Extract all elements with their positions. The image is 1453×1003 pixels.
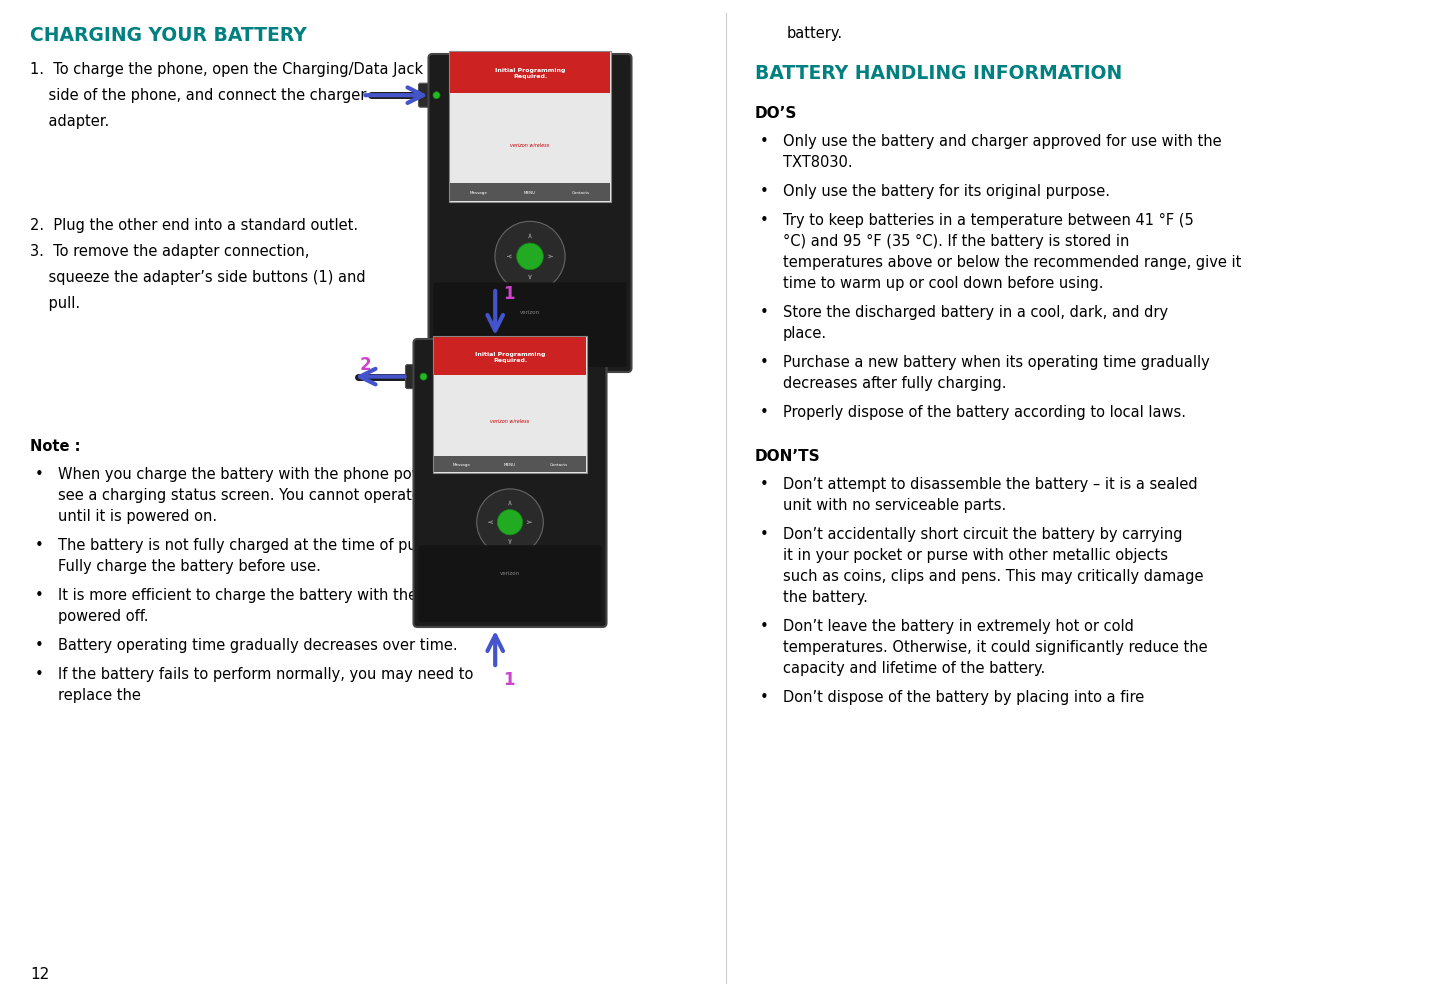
Text: •: •: [760, 213, 769, 228]
Text: time to warm up or cool down before using.: time to warm up or cool down before usin…: [783, 276, 1103, 291]
Text: Try to keep batteries in a temperature between 41 °F (5: Try to keep batteries in a temperature b…: [783, 213, 1194, 228]
Text: battery.: battery.: [788, 26, 843, 41]
Text: •: •: [35, 637, 44, 652]
Text: Don’t attempt to disassemble the battery – it is a sealed: Don’t attempt to disassemble the battery…: [783, 476, 1197, 491]
Text: place.: place.: [783, 326, 827, 341]
Text: 2.  Plug the other end into a standard outlet.: 2. Plug the other end into a standard ou…: [31, 218, 357, 233]
Text: such as coins, clips and pens. This may critically damage: such as coins, clips and pens. This may …: [783, 569, 1203, 584]
Circle shape: [477, 489, 543, 556]
Text: DON’TS: DON’TS: [756, 448, 821, 463]
FancyBboxPatch shape: [449, 52, 610, 203]
Text: •: •: [760, 305, 769, 320]
Text: Don’t dispose of the battery by placing into a fire: Don’t dispose of the battery by placing …: [783, 689, 1145, 704]
Text: 12: 12: [31, 966, 49, 981]
Text: •: •: [760, 133, 769, 148]
Text: Only use the battery and charger approved for use with the: Only use the battery and charger approve…: [783, 133, 1222, 148]
Text: unit with no serviceable parts.: unit with no serviceable parts.: [783, 497, 1007, 513]
Text: verizon: verizon: [500, 570, 520, 575]
Text: see a charging status screen. You cannot operate the phone: see a charging status screen. You cannot…: [58, 487, 500, 503]
FancyBboxPatch shape: [450, 53, 610, 94]
Text: Contacts: Contacts: [549, 462, 568, 466]
Text: Properly dispose of the battery according to local laws.: Properly dispose of the battery accordin…: [783, 404, 1186, 419]
Text: side of the phone, and connect the charger: side of the phone, and connect the charg…: [31, 88, 366, 103]
Text: Only use the battery for its original purpose.: Only use the battery for its original pu…: [783, 184, 1110, 199]
Text: •: •: [760, 689, 769, 704]
Text: It is more efficient to charge the battery with the handset: It is more efficient to charge the batte…: [58, 588, 481, 603]
Text: verizon wireless: verizon wireless: [510, 142, 549, 147]
Circle shape: [495, 222, 565, 292]
FancyBboxPatch shape: [418, 546, 602, 623]
Text: TXT8030.: TXT8030.: [783, 154, 853, 170]
Text: MENU: MENU: [504, 462, 516, 466]
Text: °C) and 95 °F (35 °C). If the battery is stored in: °C) and 95 °F (35 °C). If the battery is…: [783, 234, 1129, 249]
FancyBboxPatch shape: [405, 365, 432, 389]
Text: squeeze the adapter’s side buttons (1) and: squeeze the adapter’s side buttons (1) a…: [31, 270, 366, 285]
Text: •: •: [760, 184, 769, 199]
Text: until it is powered on.: until it is powered on.: [58, 509, 216, 524]
FancyBboxPatch shape: [433, 337, 587, 473]
Text: decreases after fully charging.: decreases after fully charging.: [783, 376, 1007, 390]
Text: Battery operating time gradually decreases over time.: Battery operating time gradually decreas…: [58, 637, 458, 652]
Text: CHARGING YOUR BATTERY: CHARGING YOUR BATTERY: [31, 26, 307, 45]
FancyBboxPatch shape: [429, 55, 632, 373]
Text: 1: 1: [503, 285, 514, 303]
Circle shape: [517, 244, 543, 271]
Text: verizon wireless: verizon wireless: [491, 419, 529, 424]
Text: Note :: Note :: [31, 438, 80, 453]
Text: Purchase a new battery when its operating time gradually: Purchase a new battery when its operatin…: [783, 355, 1210, 370]
Text: •: •: [760, 527, 769, 542]
Text: it in your pocket or purse with other metallic objects: it in your pocket or purse with other me…: [783, 548, 1168, 563]
Text: Don’t leave the battery in extremely hot or cold: Don’t leave the battery in extremely hot…: [783, 619, 1133, 633]
Text: MENU: MENU: [525, 191, 536, 195]
Text: Don’t accidentally short circuit the battery by carrying: Don’t accidentally short circuit the bat…: [783, 527, 1183, 542]
Text: temperatures. Otherwise, it could significantly reduce the: temperatures. Otherwise, it could signif…: [783, 639, 1207, 654]
Text: Initial Programming
Required.: Initial Programming Required.: [475, 351, 545, 362]
Circle shape: [497, 511, 523, 536]
Text: •: •: [35, 666, 44, 681]
Text: •: •: [35, 588, 44, 603]
Text: •: •: [760, 619, 769, 633]
Text: 2: 2: [359, 355, 371, 373]
Text: •: •: [35, 466, 44, 481]
Text: Message: Message: [469, 191, 488, 195]
Text: 3.  To remove the adapter connection,: 3. To remove the adapter connection,: [31, 244, 309, 259]
Text: pull.: pull.: [31, 296, 80, 311]
Text: When you charge the battery with the phone power off, you will: When you charge the battery with the pho…: [58, 466, 527, 481]
Text: adapter.: adapter.: [31, 114, 109, 128]
Text: •: •: [35, 538, 44, 553]
Text: The battery is not fully charged at the time of purchase.: The battery is not fully charged at the …: [58, 538, 471, 553]
Text: Message: Message: [452, 462, 471, 466]
Circle shape: [433, 92, 440, 99]
FancyBboxPatch shape: [434, 456, 586, 472]
FancyBboxPatch shape: [414, 340, 606, 627]
Text: If the battery fails to perform normally, you may need to: If the battery fails to perform normally…: [58, 666, 474, 681]
Text: verizon: verizon: [520, 310, 541, 315]
FancyBboxPatch shape: [434, 338, 586, 376]
Text: replace the: replace the: [58, 687, 141, 702]
FancyBboxPatch shape: [418, 84, 445, 108]
FancyBboxPatch shape: [450, 184, 610, 202]
Text: •: •: [760, 404, 769, 419]
Text: 1.  To charge the phone, open the Charging/Data Jack cover on the top left: 1. To charge the phone, open the Chargin…: [31, 62, 577, 77]
Text: Contacts: Contacts: [572, 191, 590, 195]
Text: •: •: [760, 476, 769, 491]
Text: DO’S: DO’S: [756, 106, 798, 121]
Text: 1: 1: [503, 670, 514, 688]
Text: the battery.: the battery.: [783, 590, 867, 605]
Text: BATTERY HANDLING INFORMATION: BATTERY HANDLING INFORMATION: [756, 64, 1122, 83]
Text: capacity and lifetime of the battery.: capacity and lifetime of the battery.: [783, 660, 1045, 675]
FancyBboxPatch shape: [433, 283, 626, 368]
Text: •: •: [760, 355, 769, 370]
Text: temperatures above or below the recommended range, give it: temperatures above or below the recommen…: [783, 255, 1241, 270]
Circle shape: [420, 374, 427, 381]
Text: powered off.: powered off.: [58, 609, 148, 624]
Text: Store the discharged battery in a cool, dark, and dry: Store the discharged battery in a cool, …: [783, 305, 1168, 320]
Text: Fully charge the battery before use.: Fully charge the battery before use.: [58, 559, 321, 574]
Text: Initial Programming
Required.: Initial Programming Required.: [495, 68, 565, 79]
